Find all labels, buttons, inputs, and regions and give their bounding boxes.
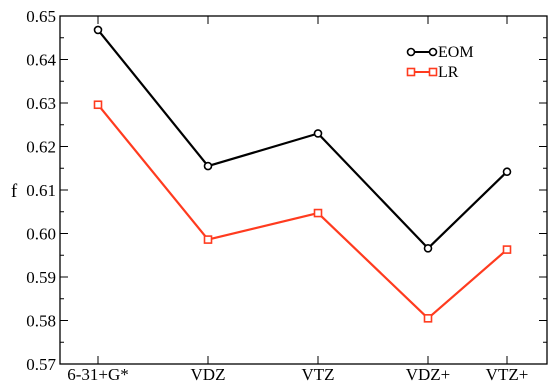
legend-marker-eom	[428, 47, 438, 57]
series-line-lr	[97, 104, 508, 320]
data-point-lr	[93, 100, 103, 110]
legend-marker-eom	[406, 47, 416, 57]
data-point-lr	[203, 235, 213, 244]
y-tick-label: 0.62	[26, 138, 56, 157]
data-point-eom	[203, 161, 213, 171]
x-tick-label: VDZ	[191, 365, 226, 383]
data-point-eom	[93, 25, 103, 35]
plot-frame	[59, 15, 548, 365]
y-tick-label: 0.57	[26, 355, 56, 374]
legend-label-eom: EOM	[438, 44, 474, 61]
x-tick-label: 6-31+G*	[67, 365, 129, 383]
x-tick-label: VDZ+	[406, 365, 451, 383]
data-point-lr	[423, 314, 433, 323]
data-point-eom	[423, 243, 433, 253]
legend: EOM LR	[406, 44, 474, 81]
y-tick-label: 0.65	[26, 7, 56, 26]
y-tick-label: 0.64	[26, 51, 56, 70]
series-layer	[93, 25, 512, 323]
x-tick-label: VTZ	[301, 365, 334, 383]
x-axis-ticks: 6-31+G* VDZ VTZ VDZ+ VTZ+	[67, 16, 528, 383]
y-tick-label: 0.61	[26, 181, 56, 200]
x-tick-label: VTZ+	[486, 365, 529, 383]
legend-label-lr: LR	[438, 64, 459, 81]
data-point-eom	[313, 129, 323, 138]
data-point-eom	[502, 167, 512, 177]
data-point-lr	[502, 245, 512, 254]
y-tick-label: 0.60	[26, 225, 56, 244]
y-axis-ticks: 0.57 0.58 0.59 0.60 0.61 0.62 0.63 0.64 0.65	[26, 7, 547, 374]
series-line-eom	[97, 29, 508, 250]
legend-marker-lr	[428, 67, 438, 77]
y-tick-label: 0.59	[26, 268, 56, 287]
y-tick-label: 0.58	[26, 312, 56, 331]
data-point-lr	[313, 208, 323, 218]
legend-marker-lr	[406, 67, 416, 77]
y-tick-label: 0.63	[26, 94, 56, 113]
y-axis-title: f	[11, 181, 18, 202]
